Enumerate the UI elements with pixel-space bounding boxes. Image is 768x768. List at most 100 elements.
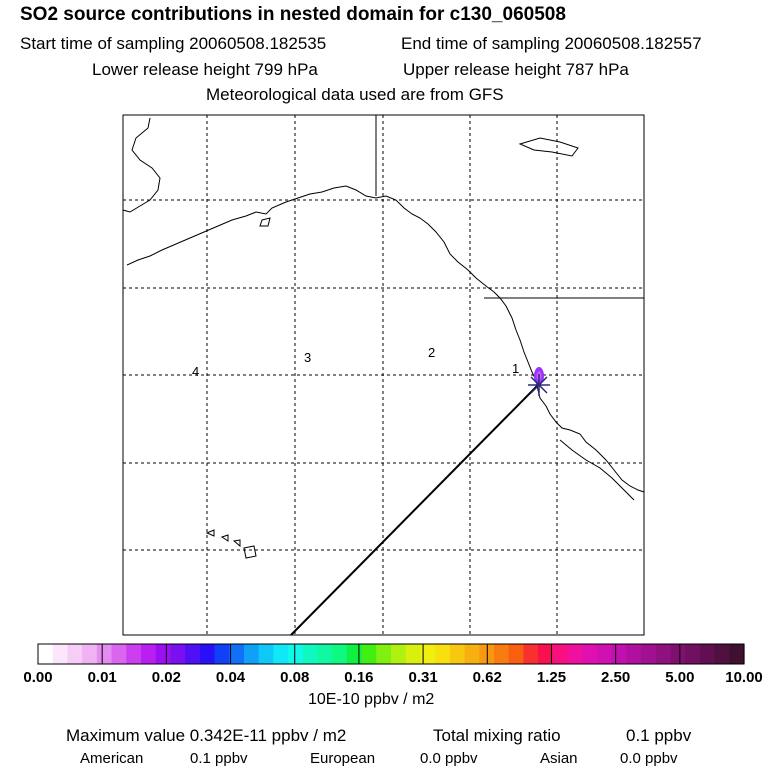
colorbar-tick-label: 0.02 bbox=[151, 669, 181, 686]
total-mixing-label: Total mixing ratio bbox=[433, 726, 561, 745]
coastlines bbox=[122, 115, 645, 559]
max-value-label: Maximum value 0.342E-11 ppbv / m2 bbox=[66, 726, 347, 745]
back-trajectory bbox=[290, 384, 539, 636]
colorbar-tick-label: 0.04 bbox=[215, 669, 246, 686]
colorbar-cell bbox=[229, 644, 245, 664]
colorbar-tick-label: 2.50 bbox=[601, 669, 631, 686]
colorbar-cell bbox=[567, 644, 583, 664]
colorbar-cell bbox=[96, 644, 113, 664]
receptor-star bbox=[528, 374, 550, 396]
colorbar-cell bbox=[611, 644, 627, 664]
colorbar-cell bbox=[685, 644, 701, 664]
hawaii-island bbox=[220, 534, 229, 542]
coastline-peninsula bbox=[126, 211, 257, 266]
colorbar-cell bbox=[288, 644, 304, 664]
colorbar-tick-marks bbox=[101, 644, 681, 664]
colorbar-cell bbox=[52, 644, 69, 664]
coastline-west-coast bbox=[255, 185, 645, 493]
colorbar-cell bbox=[346, 644, 363, 664]
colorbar-cell bbox=[317, 644, 333, 664]
region-american-name: American bbox=[80, 750, 144, 767]
end-time-label: End time of sampling 20060508.182557 bbox=[401, 34, 702, 53]
colorbar-cell bbox=[493, 644, 510, 664]
met-data-label: Meteorological data used are from GFS bbox=[206, 85, 504, 104]
hawaii-island bbox=[232, 539, 241, 548]
colorbar-cell bbox=[464, 644, 480, 664]
colorbar-tick-label: 5.00 bbox=[665, 669, 695, 686]
day-label-2: 2 bbox=[428, 345, 435, 360]
colorbar-cell bbox=[714, 644, 730, 664]
colorbar-cell bbox=[332, 644, 348, 664]
total-mixing-value: 0.1 ppbv bbox=[626, 726, 692, 745]
colorbar-cell bbox=[38, 644, 54, 664]
colorbar-cell bbox=[449, 644, 466, 664]
day-label-4: 4 bbox=[192, 364, 199, 379]
colorbar-cell bbox=[582, 644, 598, 664]
colorbar-tick-label: 1.25 bbox=[536, 669, 567, 686]
colorbar-cell bbox=[508, 644, 524, 664]
colorbar-cell bbox=[170, 644, 186, 664]
colorbar-cell bbox=[82, 644, 98, 664]
colorbar-cell bbox=[273, 644, 289, 664]
colorbar-cells bbox=[38, 644, 745, 664]
colorbar-cell bbox=[655, 644, 672, 664]
chart-title: SO2 source contributions in nested domai… bbox=[20, 4, 566, 25]
colorbar-cell bbox=[538, 644, 554, 664]
colorbar-cell bbox=[155, 644, 171, 664]
colorbar-cell bbox=[641, 644, 657, 664]
colorbar-cell bbox=[199, 644, 216, 664]
region-american-value: 0.1 ppbv bbox=[190, 750, 248, 767]
hawaii-island bbox=[243, 545, 257, 559]
colorbar-cell bbox=[376, 644, 392, 664]
island-outline bbox=[259, 217, 271, 227]
colorbar-frame bbox=[37, 643, 745, 665]
colorbar-cell bbox=[729, 644, 745, 664]
colorbar-cell bbox=[699, 644, 716, 664]
colorbar-cell bbox=[111, 644, 127, 664]
start-time-label: Start time of sampling 20060508.182535 bbox=[20, 34, 327, 53]
colorbar-cell bbox=[435, 644, 451, 664]
colorbar-cell bbox=[258, 644, 274, 664]
colorbar-cell bbox=[243, 644, 260, 664]
day-labels: 1 2 3 4 bbox=[192, 345, 519, 379]
day-label-3: 3 bbox=[304, 350, 311, 365]
day-label-1: 1 bbox=[512, 361, 519, 376]
region-european-name: European bbox=[310, 750, 376, 767]
region-asian-value: 0.0 ppbv bbox=[620, 750, 678, 767]
colorbar-cell bbox=[670, 644, 686, 664]
lower-release-label: Lower release height 799 hPa bbox=[92, 60, 318, 79]
receptor-star-stroke bbox=[530, 376, 548, 394]
colorbar-cell bbox=[626, 644, 642, 664]
coastline-aleutian bbox=[122, 117, 161, 213]
colorbar-cell bbox=[552, 644, 569, 664]
colorbar-tick-label: 0.16 bbox=[344, 669, 374, 686]
colorbar-cell bbox=[126, 644, 142, 664]
colorbar-cell bbox=[67, 644, 83, 664]
colorbar-cell bbox=[302, 644, 319, 664]
colorbar-tick-label: 0.08 bbox=[280, 669, 310, 686]
colorbar-cell bbox=[214, 644, 230, 664]
colorbar-tick-label: 0.62 bbox=[472, 669, 502, 686]
hawaii-island bbox=[205, 529, 215, 537]
colorbar-units: 10E-10 ppbv / m2 bbox=[308, 691, 435, 708]
colorbar-cell bbox=[185, 644, 201, 664]
colorbar-tick-label: 0.31 bbox=[408, 669, 438, 686]
colorbar-cell bbox=[391, 644, 407, 664]
colorbar-cell bbox=[596, 644, 613, 664]
colorbar-cell bbox=[420, 644, 436, 664]
colorbar-cell bbox=[140, 644, 157, 664]
colorbar-cell bbox=[361, 644, 377, 664]
colorbar-cell bbox=[523, 644, 539, 664]
region-asian-name: Asian bbox=[540, 750, 578, 767]
colorbar-tick-label: 0.01 bbox=[87, 669, 117, 686]
baja-gulf-coast bbox=[559, 439, 635, 501]
upper-release-label: Upper release height 787 hPa bbox=[403, 60, 629, 79]
graticule bbox=[123, 115, 644, 635]
colorbar-tick-label: 10.00 bbox=[725, 669, 763, 686]
region-european-value: 0.0 ppbv bbox=[420, 750, 478, 767]
colorbar-tick-label: 0.00 bbox=[23, 669, 53, 686]
island-outline bbox=[518, 137, 579, 157]
colorbar-cell bbox=[405, 644, 422, 664]
